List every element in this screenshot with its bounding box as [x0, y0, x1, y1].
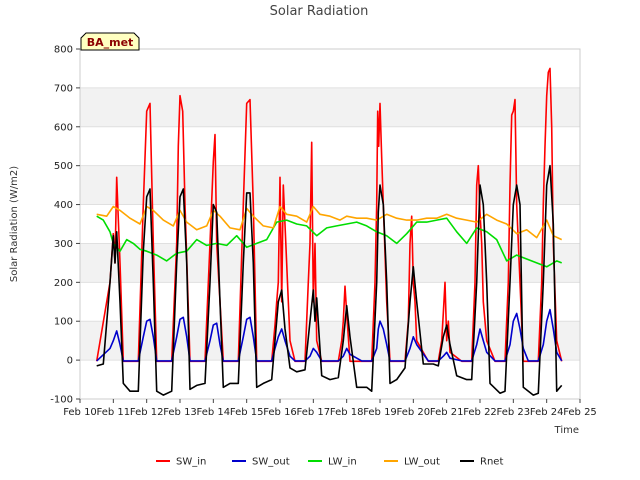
background-bands — [80, 87, 580, 361]
legend-label: SW_out — [252, 457, 290, 468]
y-tick-label: -100 — [50, 395, 73, 406]
station-badge: BA_met — [80, 32, 140, 51]
x-tick-label: Feb 13 — [163, 407, 197, 418]
x-tick-label: Feb 14 — [197, 407, 231, 418]
x-tick-label: Feb 19 — [363, 407, 397, 418]
legend-label: Rnet — [480, 457, 503, 468]
x-tick-label: Feb 12 — [130, 407, 164, 418]
series-line-lw-out — [96, 205, 563, 241]
x-tick-label: Feb 16 — [263, 407, 297, 418]
grid-band — [80, 87, 580, 127]
y-tick-label: 0 — [67, 356, 73, 367]
x-tick-label: Feb 24 — [530, 407, 564, 418]
legend-label: SW_in — [176, 457, 206, 468]
badge-shape — [80, 32, 140, 51]
x-tick-label: Feb 10 — [63, 407, 97, 418]
x-axis-ticks: Feb 10 Feb 11 Feb 12 Feb 13 Feb 14 Feb 15 Feb … — [63, 399, 597, 418]
legend-label: LW_in — [328, 457, 357, 468]
y-tick-label: 500 — [54, 161, 73, 172]
grid-band — [80, 321, 580, 361]
y-tick-label: 800 — [54, 45, 73, 56]
chart-title: Solar Radiation — [270, 4, 369, 19]
y-axis-label: Solar Radiation (W/m2) — [9, 166, 20, 282]
series-line-rnet — [96, 164, 563, 396]
series-line-lw-in — [96, 215, 562, 268]
x-tick-label: Feb 25 — [563, 407, 597, 418]
x-tick-label: Feb 15 — [230, 407, 264, 418]
series-line-sw-out — [96, 308, 563, 362]
y-tick-label: 600 — [54, 122, 73, 133]
y-tick-label: 100 — [54, 317, 73, 328]
grid-band — [80, 165, 580, 205]
series-line-sw-in — [95, 67, 563, 363]
legend: SW_in SW_out LW_in LW_out Rnet — [156, 457, 503, 468]
x-tick-label: Feb 20 — [397, 407, 431, 418]
x-tick-label: Feb 22 — [463, 407, 497, 418]
plot-frame — [79, 48, 581, 400]
x-axis-label: Time — [554, 425, 579, 436]
x-tick-label: Feb 18 — [330, 407, 364, 418]
x-tick-label: Feb 17 — [297, 407, 331, 418]
series-layer — [95, 67, 563, 396]
y-tick-label: 200 — [54, 278, 73, 289]
grid-band — [80, 243, 580, 283]
y-tick-label: 300 — [54, 239, 73, 250]
x-tick-label: Feb 23 — [497, 407, 531, 418]
x-tick-label: Feb 21 — [430, 407, 464, 418]
y-axis-ticks: -100 0 100 200 300 400 500 600 700 800 — [50, 45, 80, 406]
legend-label: LW_out — [404, 457, 440, 468]
badge-label: BA_met — [87, 36, 134, 49]
y-tick-label: 400 — [54, 200, 73, 211]
y-tick-label: 700 — [54, 83, 73, 94]
x-tick-label: Feb 11 — [97, 407, 131, 418]
